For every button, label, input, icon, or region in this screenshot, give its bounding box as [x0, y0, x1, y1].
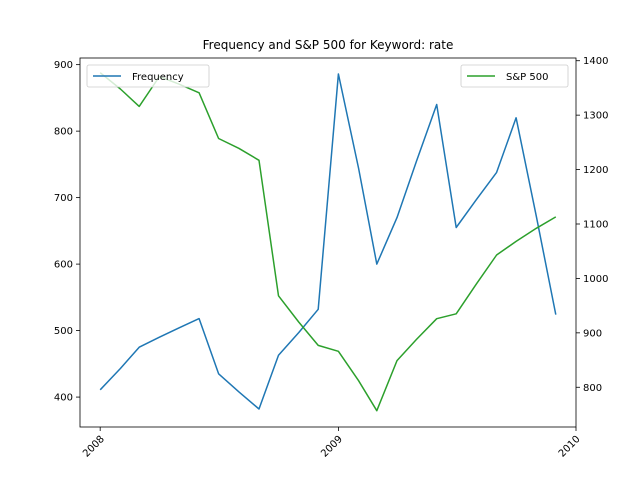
x-tick-label: 2010 [557, 434, 583, 460]
plot-area [99, 72, 557, 412]
x-tick-label: 2009 [319, 434, 345, 460]
y-right-tick-label: 1400 [583, 56, 608, 67]
series-line-s-p-500 [99, 72, 557, 412]
series-line-frequency [99, 73, 557, 410]
plot-frame [79, 57, 577, 428]
y-left-tick-label: 400 [54, 393, 73, 404]
y-right-tick-label: 800 [583, 383, 602, 394]
x-tick-label: 2008 [81, 434, 107, 460]
legend-frequency: Frequency [86, 64, 210, 88]
legend-label-frequency: Frequency [132, 72, 184, 83]
y-left-tick-label: 600 [54, 260, 73, 271]
y-left-tick-label: 800 [54, 127, 73, 138]
y-left-tick-label: 500 [54, 326, 73, 337]
y-right-tick-label: 1300 [583, 111, 608, 122]
chart-title: Frequency and S&P 500 for Keyword: rate [203, 38, 454, 52]
legend-label-sp500: S&P 500 [506, 72, 548, 83]
y-right-tick-label: 900 [583, 328, 602, 339]
y-right-tick-label: 1200 [583, 165, 608, 176]
y-left-tick-label: 900 [54, 60, 73, 71]
axes: 400 500 600 700 800 900 800 900 1000 1100 1200 1300… [54, 56, 609, 459]
legend-sp500: S&P 500 [460, 64, 569, 88]
y-right-tick-label: 1000 [583, 274, 608, 285]
y-left-tick-label: 700 [54, 193, 73, 204]
y-right-tick-label: 1100 [583, 219, 608, 230]
